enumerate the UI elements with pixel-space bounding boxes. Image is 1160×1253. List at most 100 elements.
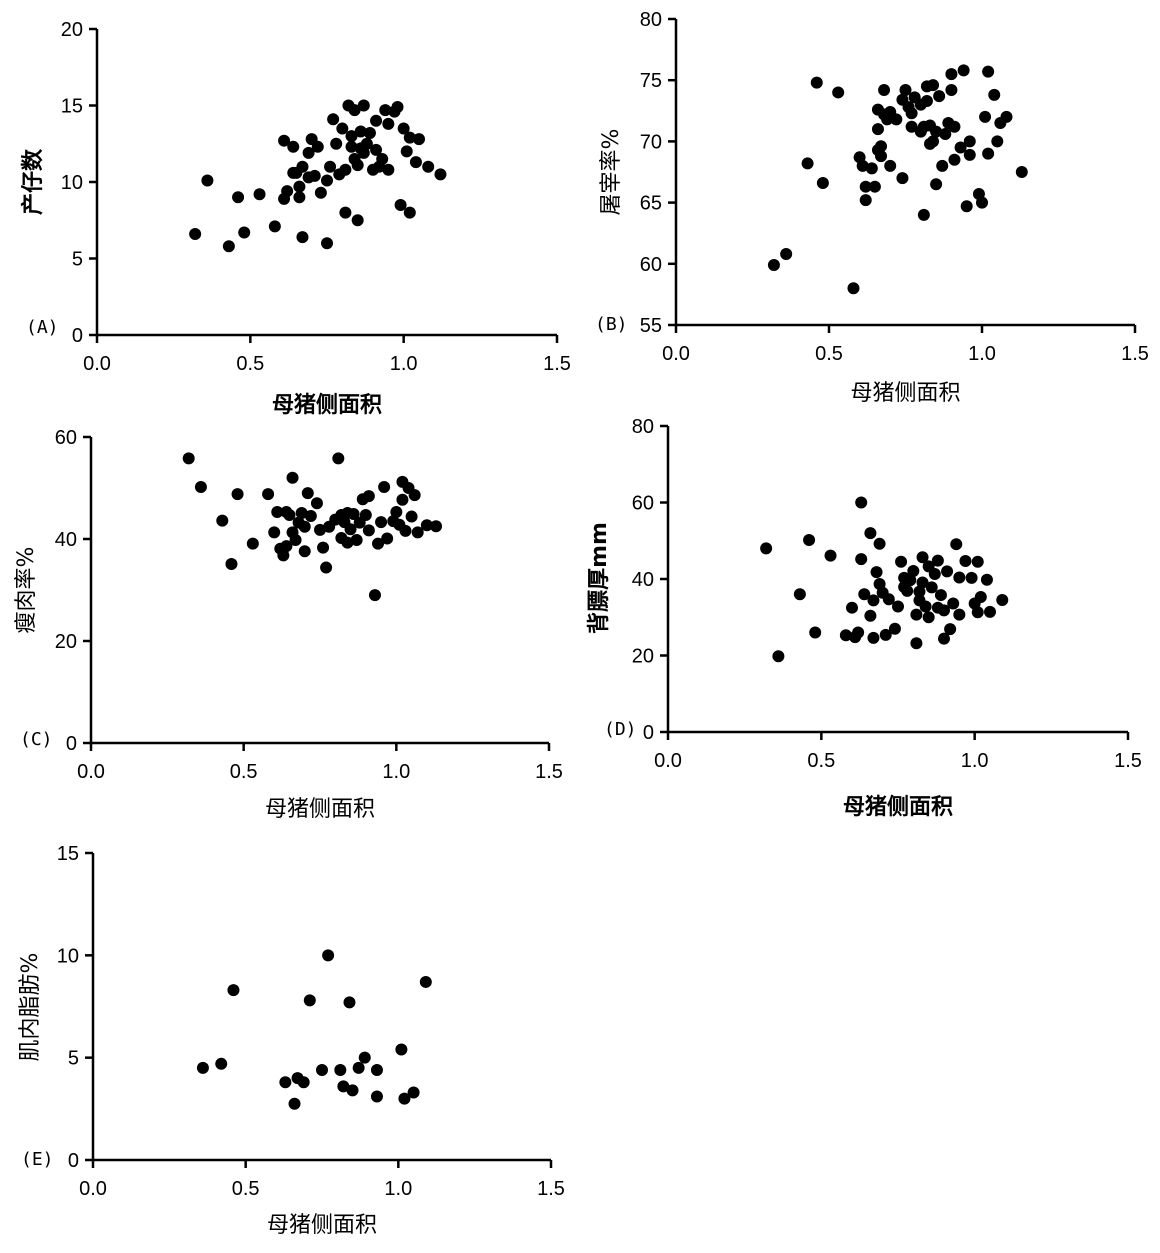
y-tick-label: 10: [57, 945, 79, 967]
scatter-panel-d: 0.0 0.5 1.0 1.5 0 20 40 60 80 母猪侧面积 背膘厚mm (D): [587, 416, 1142, 820]
data-point: [390, 505, 403, 518]
data-point: [378, 480, 391, 493]
data-point: [430, 520, 443, 533]
y-tick-label: 0: [643, 722, 654, 744]
data-point: [1015, 166, 1028, 178]
y-tick-label: 20: [632, 646, 654, 668]
data-point: [330, 137, 343, 150]
data-point: [302, 146, 315, 159]
data-point: [357, 146, 370, 159]
data-point: [381, 532, 394, 545]
x-tick-label: 0.5: [807, 750, 835, 772]
data-point: [864, 527, 877, 540]
data-point: [403, 131, 416, 144]
y-tick-label: 20: [61, 19, 83, 41]
data-point: [344, 523, 357, 536]
panel-tag: (B): [595, 314, 628, 335]
data-point: [971, 555, 984, 568]
x-tick-label: 0.5: [232, 1178, 260, 1200]
data-point: [858, 588, 871, 601]
x-tick-label: 1.0: [390, 353, 418, 375]
data-point: [976, 196, 988, 209]
data-point: [780, 248, 793, 261]
x-axis-title: 母猪侧面积: [850, 381, 960, 406]
data-point: [363, 127, 376, 140]
x-tick-label: 0.0: [83, 353, 111, 375]
data-point: [297, 1076, 310, 1089]
data-point: [936, 159, 949, 172]
data-point: [895, 555, 908, 568]
y-tick-label: 60: [55, 427, 77, 449]
data-point: [859, 180, 872, 193]
data-point: [803, 533, 816, 546]
data-point: [996, 594, 1009, 607]
data-point: [954, 141, 967, 154]
x-tick-label: 1.0: [961, 750, 989, 772]
x-tick-label: 0.0: [77, 761, 105, 783]
data-point: [420, 519, 433, 532]
panel-tag: (E): [21, 1149, 54, 1170]
data-point: [339, 206, 352, 219]
data-point: [246, 537, 259, 550]
y-tick-label: 75: [640, 70, 662, 92]
data-point: [864, 609, 877, 622]
data-point: [852, 626, 865, 639]
data-point: [928, 568, 941, 581]
data-point: [824, 549, 837, 562]
scatter-panel-b: 0.0 0.5 1.0 1.5 55 60 65 70 75 80 母猪侧面积 屠宰率% (B): [595, 9, 1149, 406]
data-point: [927, 135, 940, 148]
data-point: [920, 95, 933, 108]
data-point: [982, 147, 995, 160]
data-point: [268, 220, 281, 233]
data-point: [216, 514, 229, 527]
data-point: [907, 564, 920, 577]
data-point: [856, 159, 869, 172]
data-point: [938, 604, 950, 617]
data-point: [322, 949, 335, 962]
data-point: [396, 493, 409, 506]
x-tick-label: 1.0: [384, 1178, 412, 1200]
data-point: [238, 226, 251, 239]
data-point: [368, 589, 381, 602]
data-point: [916, 551, 929, 564]
data-point: [409, 156, 422, 169]
data-point: [847, 282, 860, 295]
scatter-panel-e: 0.0 0.5 1.0 1.5 0 5 10 15 母猪侧面积 肌内脂肪% (E): [18, 843, 565, 1238]
x-axis-title: 母猪侧面积: [272, 392, 382, 418]
data-point: [277, 549, 290, 562]
data-point: [971, 606, 984, 619]
data-point: [308, 169, 321, 182]
data-point: [767, 259, 780, 272]
y-tick-label: 40: [55, 529, 77, 551]
y-tick-label: 15: [57, 843, 79, 865]
y-axis-title: 背膘厚mm: [587, 522, 612, 634]
data-point: [379, 104, 392, 117]
y-tick-label: 15: [61, 96, 83, 118]
data-point: [351, 214, 364, 227]
data-point: [405, 510, 418, 523]
data-point: [189, 228, 202, 241]
data-point: [905, 107, 918, 120]
data-point: [959, 555, 972, 568]
data-point: [376, 153, 389, 166]
y-tick-label: 60: [640, 254, 662, 276]
data-point: [931, 554, 944, 567]
data-point: [215, 1057, 228, 1070]
data-point: [362, 490, 375, 503]
data-point: [901, 584, 914, 597]
y-axis-title: 产仔数: [20, 148, 46, 215]
data-point: [358, 1051, 371, 1064]
data-point: [227, 984, 240, 997]
data-point: [283, 509, 296, 522]
data-point: [394, 198, 407, 211]
y-tick-label: 0: [68, 1150, 79, 1172]
data-point: [343, 996, 356, 1009]
data-point: [317, 541, 330, 554]
data-point: [950, 538, 963, 551]
data-point: [348, 104, 361, 117]
data-point: [846, 601, 858, 614]
data-point: [809, 626, 822, 639]
data-point: [375, 516, 388, 529]
data-point: [870, 566, 883, 579]
y-tick-label: 5: [72, 249, 83, 271]
